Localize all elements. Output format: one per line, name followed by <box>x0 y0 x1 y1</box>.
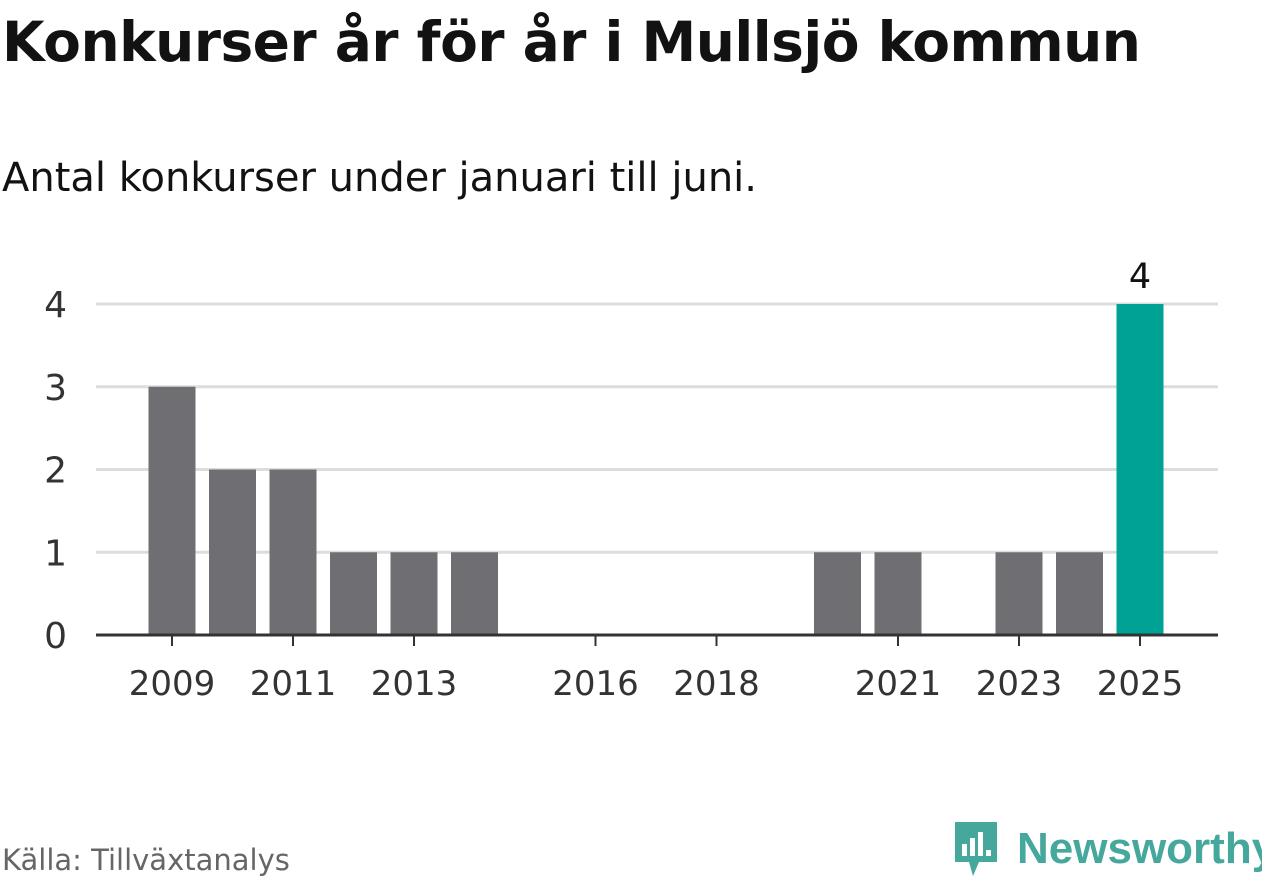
bar <box>209 469 256 635</box>
labels: 0 1 2 3 4 2009 2011 2013 2016 2018 2021 2023 2025 4 <box>44 257 1183 704</box>
bar <box>1056 552 1103 635</box>
x-tick-label: 2016 <box>552 664 639 704</box>
y-tick-label: 1 <box>44 533 67 574</box>
bar-value-label: 4 <box>1129 257 1151 297</box>
newsworthy-brand[interactable]: Newsworthy <box>951 818 1262 880</box>
bars <box>148 304 1164 635</box>
chart-title: Konkurser år för år i Mullsjö kommun <box>2 10 1141 74</box>
x-tick-label: 2011 <box>250 664 337 704</box>
y-tick-label: 2 <box>44 451 67 492</box>
bar <box>874 552 922 635</box>
y-tick-label: 4 <box>44 285 67 326</box>
x-tick-label: 2009 <box>129 664 216 704</box>
bar <box>451 552 498 635</box>
x-tick-label: 2025 <box>1097 664 1184 704</box>
chart-subtitle: Antal konkurser under januari till juni. <box>2 155 757 201</box>
newsworthy-logo-icon <box>955 822 997 876</box>
y-tick-label: 0 <box>44 616 67 657</box>
x-tick-label: 2013 <box>371 664 458 704</box>
brand-name: Newsworthy <box>1017 824 1262 873</box>
source-note: Källa: Tillväxtanalys <box>2 843 290 877</box>
bar <box>269 469 317 635</box>
bar <box>814 552 861 635</box>
x-tick-label: 2023 <box>976 664 1063 704</box>
y-tick-label: 3 <box>44 368 67 409</box>
bar <box>995 552 1043 635</box>
x-tick-label: 2021 <box>855 664 942 704</box>
bar <box>330 552 377 635</box>
gridlines <box>96 302 1218 554</box>
x-tick-label: 2018 <box>673 664 760 704</box>
bar-chart: 0 1 2 3 4 2009 2011 2013 2016 2018 2021 2023 2025 4 <box>44 257 1218 704</box>
bar <box>148 386 196 635</box>
bar <box>390 552 438 635</box>
bar-highlight <box>1116 304 1164 635</box>
axes <box>96 633 1218 646</box>
